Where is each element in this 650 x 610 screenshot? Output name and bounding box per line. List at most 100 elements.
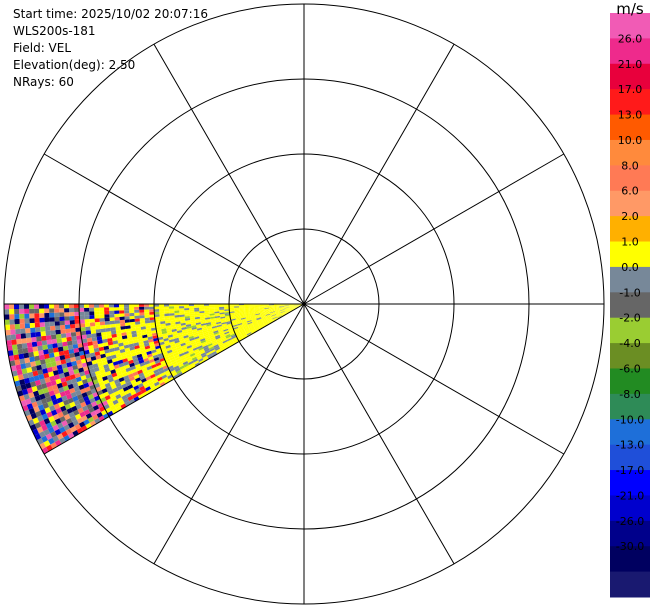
velocity-cell xyxy=(209,307,215,309)
velocity-cell xyxy=(182,330,188,335)
velocity-cell xyxy=(280,311,286,314)
velocity-cell xyxy=(64,320,70,325)
velocity-cell xyxy=(159,357,165,363)
velocity-cell xyxy=(98,365,105,371)
velocity-cell xyxy=(14,313,20,320)
velocity-cell xyxy=(181,369,188,374)
velocity-cell xyxy=(250,315,256,318)
velocity-cell xyxy=(273,318,278,321)
velocity-cell xyxy=(19,358,26,365)
velocity-cell xyxy=(165,325,172,329)
velocity-cell xyxy=(202,355,208,360)
velocity-cell xyxy=(11,370,18,377)
velocity-cell xyxy=(119,319,125,324)
velocity-cell xyxy=(294,305,300,308)
velocity-cell xyxy=(222,326,228,329)
velocity-cell xyxy=(60,329,66,334)
velocity-cell xyxy=(155,324,161,328)
velocity-cell xyxy=(44,377,51,383)
velocity-cell xyxy=(107,401,115,408)
velocity-cell xyxy=(111,333,117,338)
velocity-cell xyxy=(260,314,266,317)
velocity-cell xyxy=(239,307,245,309)
velocity-cell xyxy=(46,339,53,345)
velocity-cell xyxy=(226,322,232,325)
velocity-cell xyxy=(105,327,111,332)
velocity-cell xyxy=(221,337,227,341)
velocity-cell xyxy=(154,371,161,377)
velocity-cell xyxy=(132,371,139,377)
velocity-cell xyxy=(159,316,165,320)
velocity-cell xyxy=(289,305,295,307)
velocity-cell xyxy=(294,305,300,308)
velocity-cell xyxy=(294,305,300,307)
velocity-cell xyxy=(64,375,71,382)
velocity-cell xyxy=(104,321,111,325)
velocity-cell xyxy=(259,310,265,312)
velocity-cell xyxy=(171,372,178,377)
velocity-cell xyxy=(73,347,80,353)
velocity-cell xyxy=(274,306,280,308)
velocity-cell xyxy=(120,368,127,374)
velocity-cell xyxy=(173,365,180,370)
velocity-cell xyxy=(26,387,33,394)
velocity-cell xyxy=(121,332,127,337)
colorbar-segment xyxy=(610,571,650,598)
velocity-cell xyxy=(112,340,119,345)
colorbar-segment xyxy=(610,63,650,90)
velocity-cell xyxy=(109,392,116,399)
velocity-cell xyxy=(9,319,15,325)
velocity-cell xyxy=(185,320,191,323)
velocity-cell xyxy=(199,310,205,314)
velocity-cell xyxy=(111,357,118,363)
velocity-cell xyxy=(279,306,285,308)
velocity-cell xyxy=(254,325,260,329)
velocity-cell xyxy=(196,327,203,331)
velocity-cell xyxy=(173,337,180,342)
velocity-cell xyxy=(254,325,260,329)
velocity-cell xyxy=(124,389,131,395)
velocity-cell xyxy=(130,379,137,385)
velocity-cell xyxy=(294,305,300,309)
velocity-cell xyxy=(294,304,300,306)
velocity-cell xyxy=(124,347,131,352)
velocity-cell xyxy=(145,322,151,327)
velocity-cell xyxy=(83,419,90,426)
velocity-cell xyxy=(54,392,62,399)
elevation-label: Elevation(deg): 2.50 xyxy=(13,58,136,72)
velocity-cell xyxy=(43,428,51,436)
velocity-cell xyxy=(38,373,45,380)
velocity-cell xyxy=(289,306,295,309)
velocity-cell xyxy=(271,315,277,318)
velocity-cell xyxy=(189,309,195,313)
velocity-cell xyxy=(203,357,209,362)
velocity-cell xyxy=(147,353,153,358)
velocity-cell xyxy=(228,340,234,344)
velocity-cell xyxy=(130,365,136,371)
velocity-cell xyxy=(279,305,285,307)
velocity-cell xyxy=(157,352,164,358)
velocity-cell xyxy=(199,336,205,340)
velocity-cell xyxy=(294,305,300,308)
velocity-cell xyxy=(118,362,125,368)
velocity-cell xyxy=(242,334,248,338)
azimuth-spoke xyxy=(153,43,305,305)
velocity-cell xyxy=(207,330,214,334)
velocity-cell xyxy=(268,319,273,323)
velocity-cell xyxy=(195,322,201,325)
colorbar-tick-label: -17.0 xyxy=(616,464,644,477)
velocity-cell xyxy=(79,304,85,308)
velocity-cell xyxy=(294,305,300,308)
velocity-cell xyxy=(170,324,176,328)
velocity-cell xyxy=(106,334,112,339)
velocity-cell xyxy=(261,317,267,321)
velocity-cell xyxy=(294,305,300,307)
velocity-cell xyxy=(35,360,41,366)
velocity-cell xyxy=(208,331,214,335)
velocity-cell xyxy=(137,382,144,388)
velocity-cell xyxy=(53,403,61,410)
velocity-cell xyxy=(39,322,45,328)
velocity-cell xyxy=(49,325,56,331)
velocity-cell xyxy=(50,380,57,386)
velocity-cell xyxy=(134,318,140,322)
